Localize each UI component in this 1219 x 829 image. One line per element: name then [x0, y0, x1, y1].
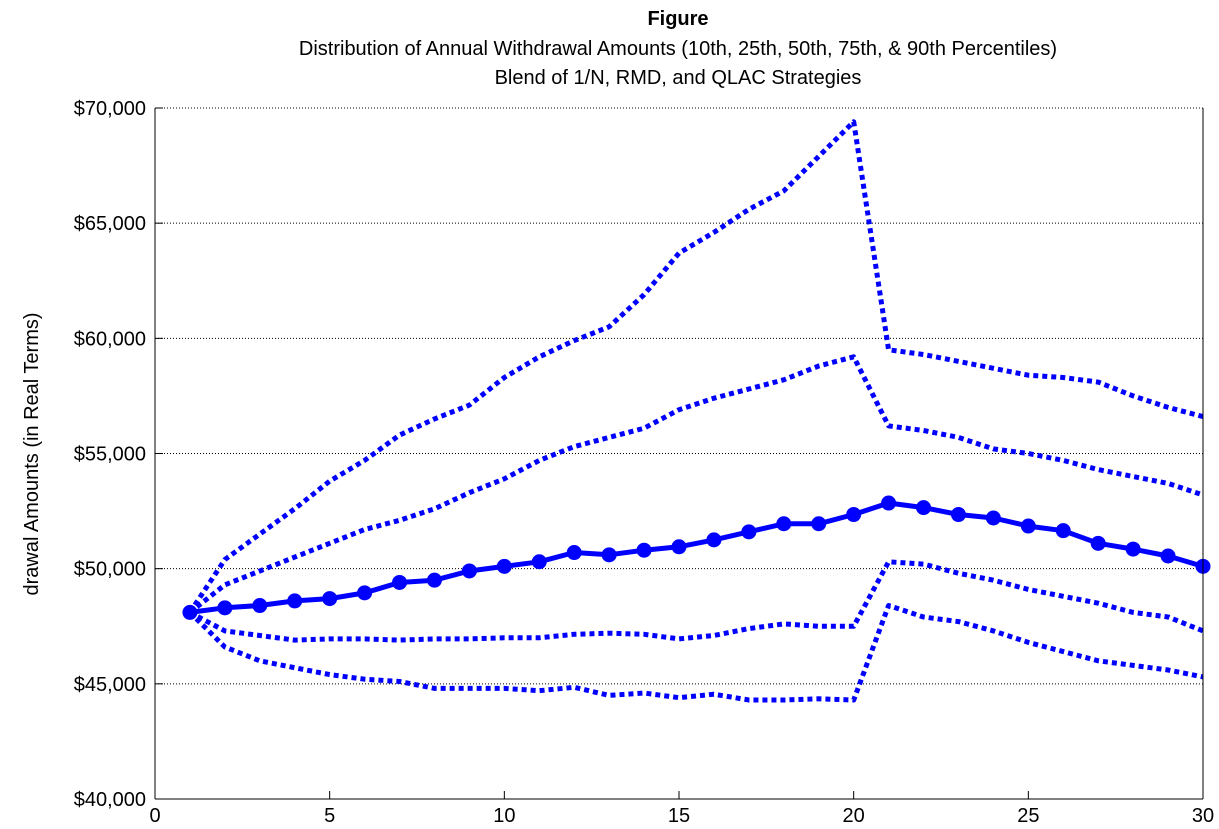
- series-point-50th-19: [811, 516, 827, 532]
- series-group: [182, 119, 1211, 703]
- series-line-75th: [188, 354, 1204, 615]
- series-point-50th-20: [846, 507, 862, 523]
- series-point-50th-15: [671, 539, 687, 555]
- series-point-50th-5: [322, 591, 338, 607]
- series-point-50th-26: [1055, 523, 1071, 539]
- chart-subtitle-line-1: Distribution of Annual Withdrawal Amount…: [299, 38, 1057, 60]
- series-point-50th-2: [217, 600, 233, 616]
- series-point-50th-21: [881, 495, 897, 511]
- series-point-50th-7: [392, 574, 408, 590]
- series-point-50th-12: [566, 545, 582, 561]
- series-point-50th-22: [916, 500, 932, 516]
- y-axis-label: drawal Amounts (in Real Terms): [21, 312, 43, 595]
- series-point-50th-4: [287, 593, 303, 609]
- x-tick-label-5: 25: [1017, 805, 1039, 827]
- chart-title: Figure: [647, 8, 708, 30]
- x-tick-label-4: 20: [843, 805, 865, 827]
- y-tick-label-5: $65,000: [74, 213, 146, 235]
- series-point-50th-10: [496, 558, 512, 574]
- series-line-25th: [188, 559, 1204, 643]
- series-point-50th-3: [252, 598, 268, 614]
- axes: [154, 107, 1204, 800]
- series-point-50th-27: [1090, 535, 1106, 551]
- series-point-50th-8: [426, 572, 442, 588]
- series-point-50th-9: [461, 563, 477, 579]
- tick-labels: 0 5 10 15 20 25 30 $40,000 $45,000 $50,000 $55,000…: [74, 98, 1214, 827]
- series-point-50th-23: [950, 507, 966, 523]
- series-point-50th-18: [776, 516, 792, 532]
- x-tick-label-1: 5: [324, 805, 335, 827]
- series-point-50th-17: [741, 524, 757, 540]
- y-tick-label-0: $40,000: [74, 789, 146, 811]
- series-point-50th-6: [357, 585, 373, 601]
- series-point-50th-11: [531, 554, 547, 570]
- x-tick-label-6: 30: [1192, 805, 1214, 827]
- series-point-50th-25: [1020, 518, 1036, 534]
- y-tick-label-1: $45,000: [74, 674, 146, 696]
- series-line-10th: [188, 603, 1204, 703]
- series-point-50th-14: [636, 542, 652, 558]
- y-tick-label-3: $55,000: [74, 444, 146, 466]
- y-tick-label-6: $70,000: [74, 98, 146, 120]
- series-point-50th-16: [706, 532, 722, 548]
- x-tick-label-2: 10: [493, 805, 515, 827]
- series-line-90th: [187, 119, 1204, 614]
- series-point-50th-28: [1125, 541, 1141, 557]
- series-point-50th-13: [601, 547, 617, 563]
- gridlines: [155, 107, 1203, 685]
- y-tick-label-4: $60,000: [74, 328, 146, 350]
- series-point-50th-29: [1160, 548, 1176, 564]
- y-tick-label-2: $50,000: [74, 559, 146, 581]
- x-tick-label-3: 15: [668, 805, 690, 827]
- x-tick-label-0: 0: [149, 805, 160, 827]
- series-point-50th-24: [985, 510, 1001, 526]
- chart-subtitle-line-2: Blend of 1/N, RMD, and QLAC Strategies: [495, 67, 862, 89]
